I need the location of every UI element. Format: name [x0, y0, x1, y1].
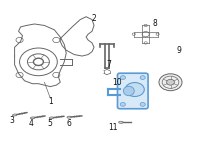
FancyBboxPatch shape	[117, 73, 148, 109]
Ellipse shape	[123, 86, 134, 96]
Circle shape	[167, 79, 174, 85]
Text: 7: 7	[107, 60, 111, 69]
Text: 2: 2	[92, 14, 96, 23]
Circle shape	[140, 76, 145, 80]
Text: 8: 8	[152, 20, 157, 29]
Text: 4: 4	[29, 119, 34, 128]
Ellipse shape	[49, 117, 54, 119]
Text: 5: 5	[47, 119, 52, 128]
Text: 3: 3	[9, 116, 14, 125]
Ellipse shape	[67, 116, 71, 118]
Text: 9: 9	[176, 46, 181, 55]
Circle shape	[159, 74, 182, 91]
Circle shape	[120, 76, 125, 80]
Text: 11: 11	[108, 123, 118, 132]
Ellipse shape	[12, 114, 17, 116]
Circle shape	[125, 82, 144, 97]
Ellipse shape	[30, 117, 35, 119]
Circle shape	[140, 102, 145, 106]
Text: 10: 10	[112, 78, 122, 87]
Text: 1: 1	[48, 97, 53, 106]
Circle shape	[120, 102, 125, 106]
Ellipse shape	[119, 121, 123, 123]
Text: 6: 6	[67, 118, 72, 127]
